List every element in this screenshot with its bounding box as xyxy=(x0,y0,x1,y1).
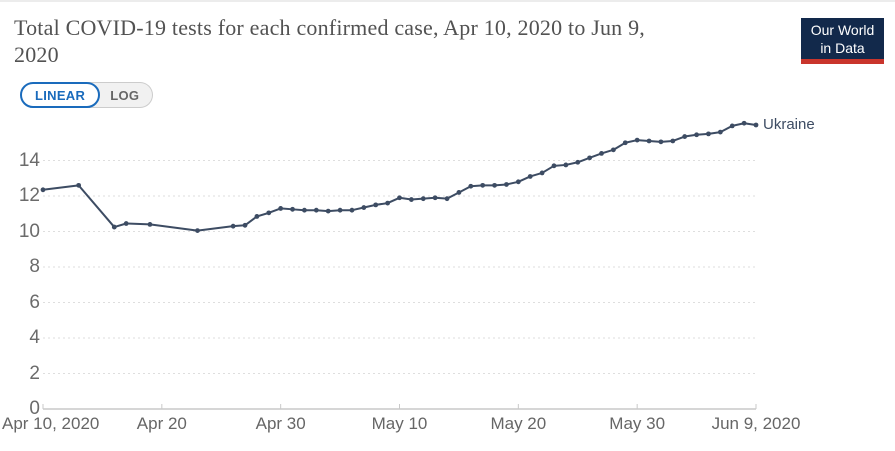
data-point-marker[interactable] xyxy=(622,140,628,146)
data-point-marker[interactable] xyxy=(670,138,676,144)
data-point-marker[interactable] xyxy=(551,163,557,169)
y-tick-label: 12 xyxy=(18,185,40,206)
data-point-marker[interactable] xyxy=(634,137,640,143)
y-tick-label: 8 xyxy=(29,256,40,277)
data-point-marker[interactable] xyxy=(492,182,497,188)
data-point-marker[interactable] xyxy=(266,210,272,216)
data-point-marker[interactable] xyxy=(40,187,46,193)
data-point-marker[interactable] xyxy=(76,182,82,188)
data-point-marker[interactable] xyxy=(195,228,200,234)
data-point-marker[interactable] xyxy=(753,122,759,128)
owid-logo-line2: in Data xyxy=(820,40,865,56)
data-point-marker[interactable] xyxy=(385,200,391,206)
x-tick-label: Jun 9, 2020 xyxy=(711,414,801,433)
log-button[interactable]: LOG xyxy=(88,82,154,108)
x-tick-label: May 30 xyxy=(609,414,666,433)
data-point-marker[interactable] xyxy=(539,170,545,176)
data-point-marker[interactable] xyxy=(420,196,426,202)
owid-logo-red-bar xyxy=(801,59,884,64)
data-point-marker[interactable] xyxy=(504,182,509,187)
data-point-marker[interactable] xyxy=(337,207,343,213)
data-point-marker[interactable] xyxy=(717,129,723,135)
data-point-marker[interactable] xyxy=(587,155,593,161)
linear-button[interactable]: LINEAR xyxy=(20,82,101,108)
y-tick-label: 0 xyxy=(29,398,40,419)
data-point-marker[interactable] xyxy=(682,134,688,139)
data-point-marker[interactable] xyxy=(254,214,260,219)
data-point-marker[interactable] xyxy=(408,197,414,202)
data-point-marker[interactable] xyxy=(397,195,402,201)
scale-toggle: LINEAR LOG xyxy=(20,82,154,108)
data-point-marker[interactable] xyxy=(242,222,248,228)
y-tick-label: 14 xyxy=(18,149,40,171)
data-point-marker[interactable] xyxy=(349,207,355,213)
y-tick-label: 6 xyxy=(29,291,40,313)
top-divider xyxy=(0,0,895,2)
x-tick-label: Apr 10, 2020 xyxy=(2,414,100,433)
data-point-marker[interactable] xyxy=(563,162,569,168)
data-point-marker[interactable] xyxy=(646,138,652,144)
data-point-marker[interactable] xyxy=(290,206,295,212)
chart-title-line2: 2020 xyxy=(14,42,59,67)
data-point-marker[interactable] xyxy=(432,195,438,201)
chart-title: Total COVID-19 tests for each confirmed … xyxy=(14,14,784,68)
data-point-marker[interactable] xyxy=(456,190,462,195)
data-point-marker[interactable] xyxy=(599,151,604,156)
data-point-marker[interactable] xyxy=(706,131,711,137)
data-point-marker[interactable] xyxy=(480,182,486,188)
data-point-marker[interactable] xyxy=(694,132,699,138)
data-point-marker[interactable] xyxy=(729,123,735,129)
data-point-marker[interactable] xyxy=(468,183,474,189)
data-point-marker[interactable] xyxy=(302,207,307,213)
data-point-marker[interactable] xyxy=(278,206,284,211)
x-tick-label: Apr 30 xyxy=(255,414,306,433)
chart-title-line1: Total COVID-19 tests for each confirmed … xyxy=(14,15,645,40)
y-tick-label: 10 xyxy=(18,220,40,242)
y-tick-label: 4 xyxy=(29,327,40,348)
data-point-marker[interactable] xyxy=(230,223,236,229)
data-point-marker[interactable] xyxy=(575,159,581,165)
data-point-marker[interactable] xyxy=(361,205,367,210)
data-point-marker[interactable] xyxy=(444,196,450,202)
data-point-marker[interactable] xyxy=(111,224,117,230)
owid-logo-line1: Our World xyxy=(810,22,875,38)
data-point-marker[interactable] xyxy=(515,179,521,185)
x-tick-label: May 20 xyxy=(490,414,547,433)
data-point-marker[interactable] xyxy=(741,120,747,126)
data-point-marker[interactable] xyxy=(527,174,533,179)
data-point-marker[interactable] xyxy=(611,147,616,153)
data-point-marker[interactable] xyxy=(123,221,129,226)
y-tick-label: 2 xyxy=(29,362,40,384)
data-point-marker[interactable] xyxy=(658,139,664,145)
data-point-marker[interactable] xyxy=(373,202,379,208)
x-tick-label: May 10 xyxy=(371,414,428,433)
data-point-marker[interactable] xyxy=(313,207,319,213)
x-tick-label: Apr 20 xyxy=(136,414,187,433)
data-point-marker[interactable] xyxy=(147,222,153,227)
entity-label-ukraine[interactable]: Ukraine xyxy=(763,116,815,133)
data-point-marker[interactable] xyxy=(325,208,331,214)
owid-logo[interactable]: Our World in Data xyxy=(801,18,884,64)
